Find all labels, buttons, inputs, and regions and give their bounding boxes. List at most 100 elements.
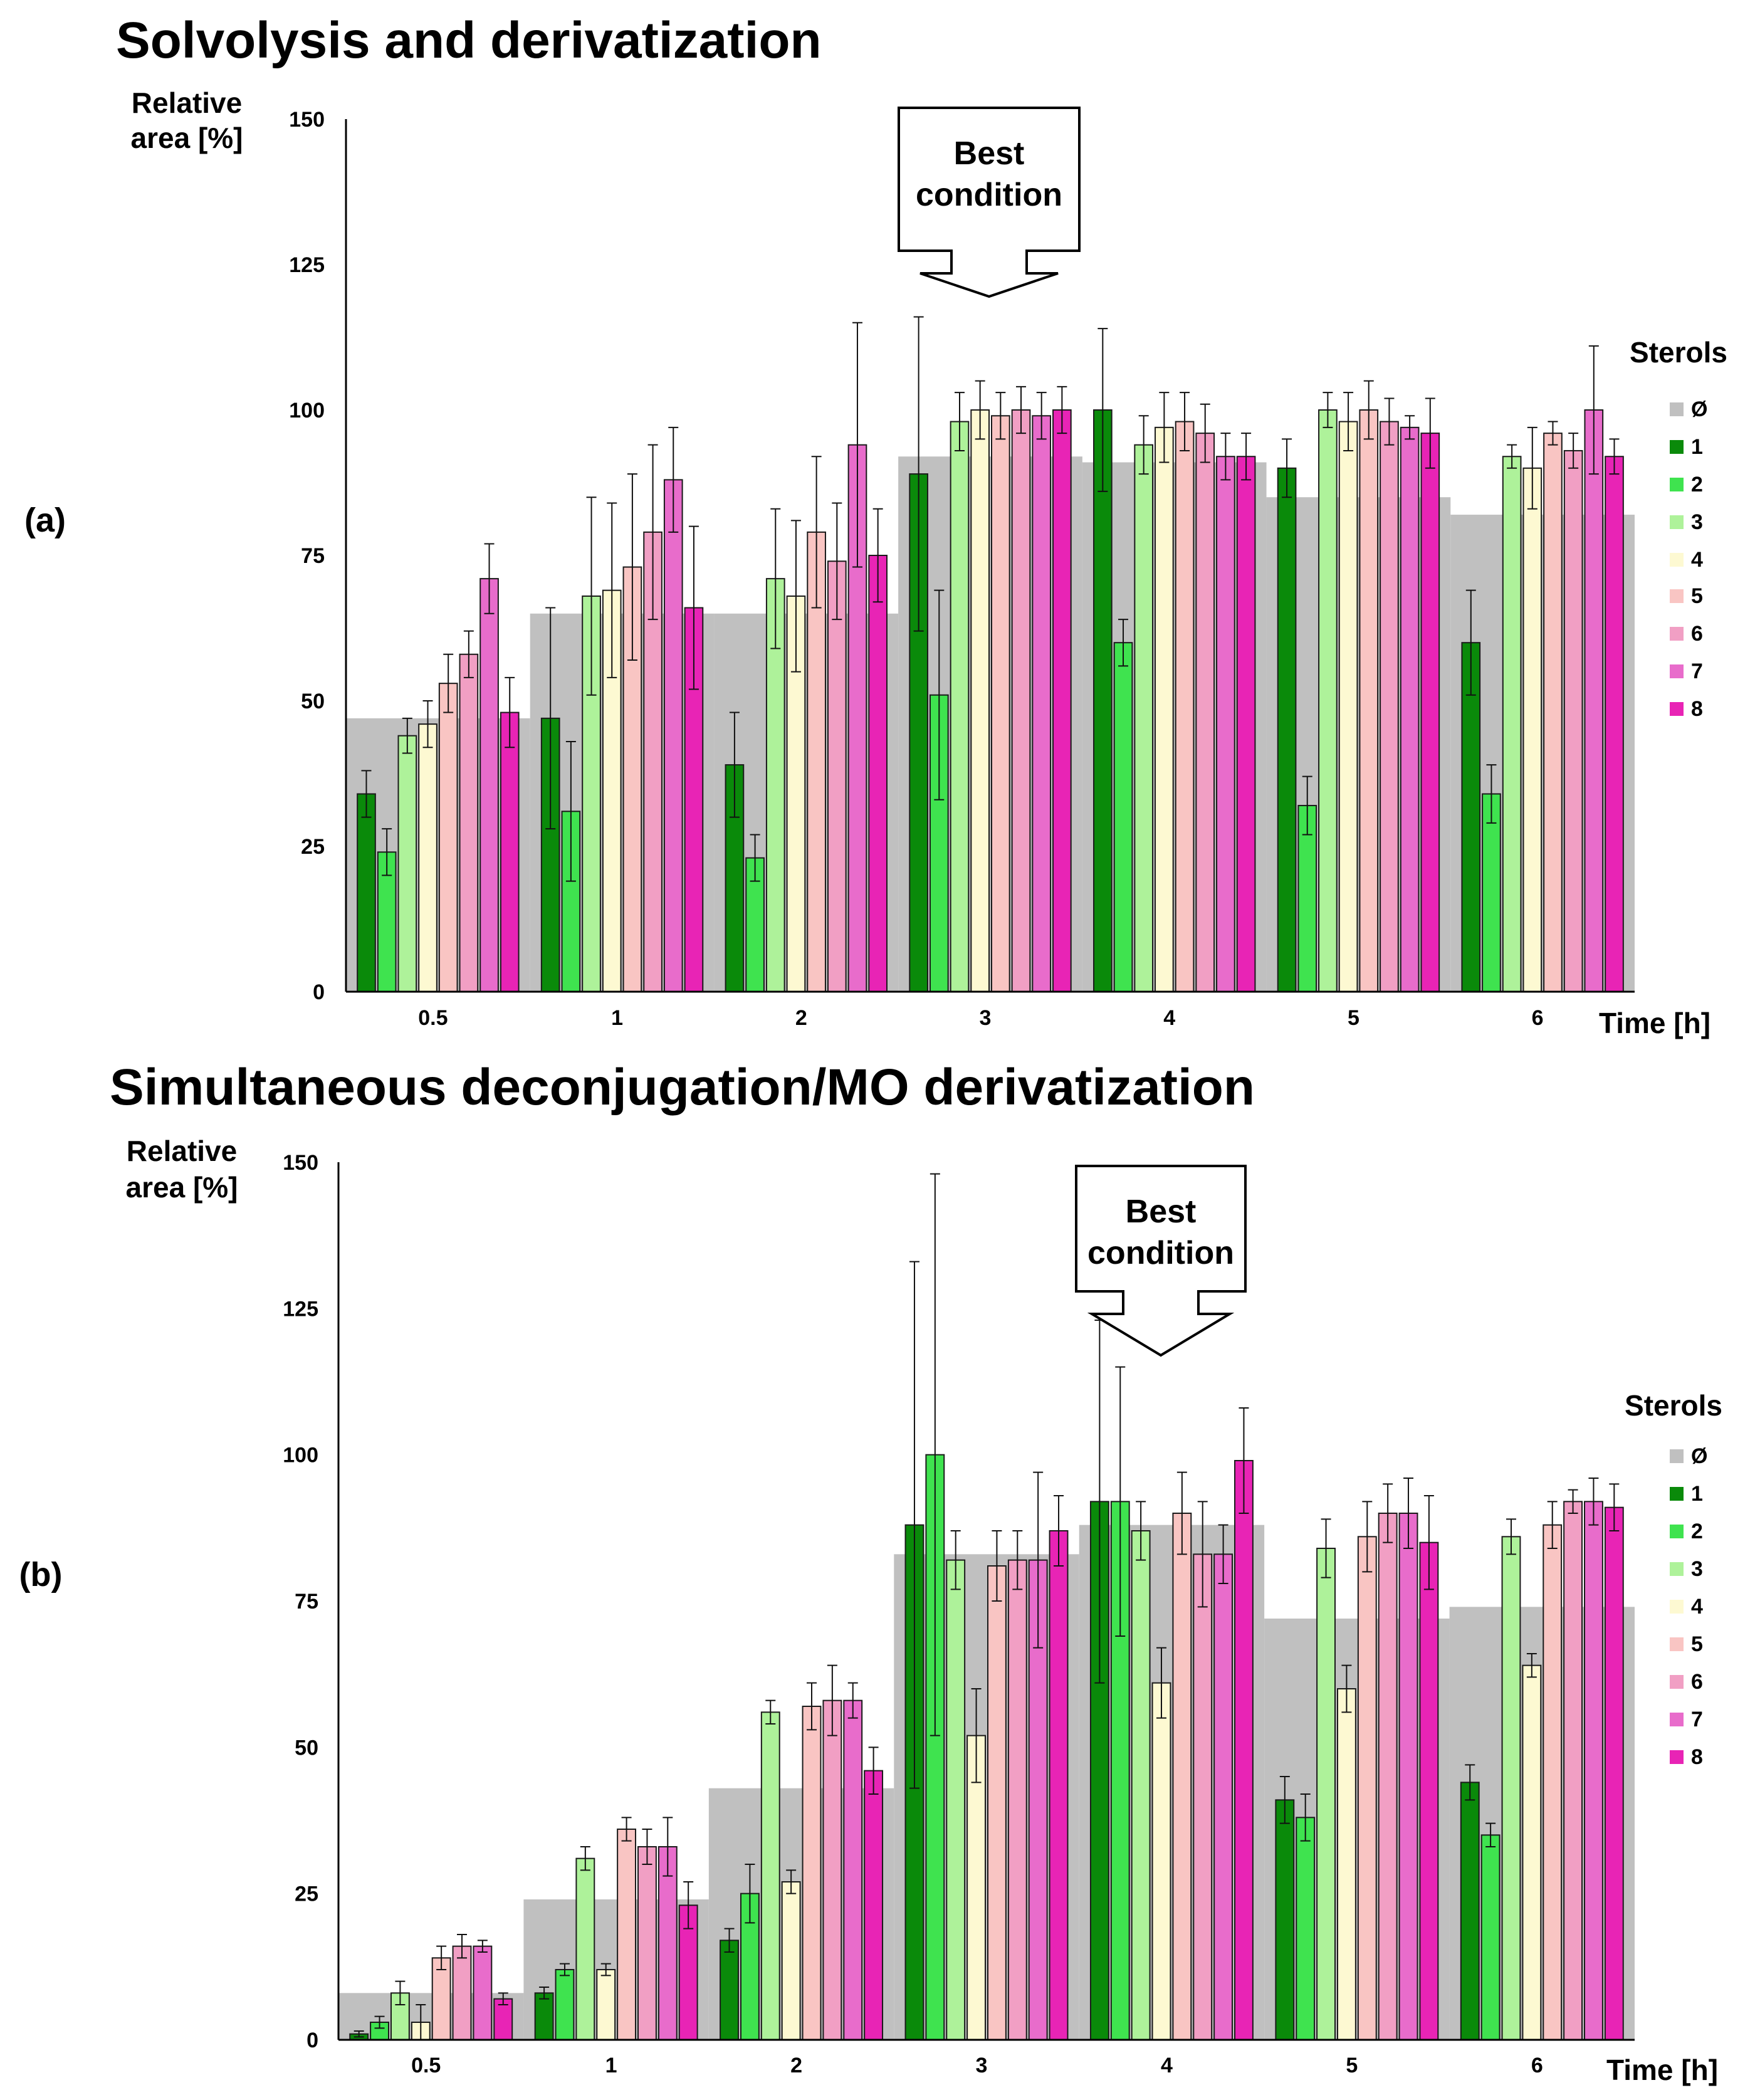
bar-sterol-7-t1 — [663, 479, 683, 992]
error-bar-sterol-5-t5 — [1362, 1501, 1373, 1573]
legend-label: 2 — [1691, 1520, 1703, 1543]
error-bar-sterol-4-t5 — [1343, 392, 1354, 451]
error-bar-sterol-3-t0.5 — [402, 717, 412, 754]
legend-label: Ø — [1691, 397, 1707, 421]
error-bar-sterol-8-t5 — [1423, 1495, 1434, 1590]
bar-sterol-8-t0.5 — [493, 1998, 513, 2041]
error-bar-sterol-3-t1 — [586, 496, 597, 696]
y-tick-label: 50 — [295, 1736, 318, 1760]
error-bar-sterol-5-t5 — [1363, 380, 1374, 440]
y-tick-label: 0 — [306, 2029, 318, 2052]
y-tick-label: 50 — [301, 690, 325, 713]
bar-sterol-8-t2 — [868, 555, 888, 992]
bar-sterol-6-t3 — [1011, 409, 1031, 992]
legend-label: 7 — [1691, 659, 1703, 683]
background-bar-4 — [1079, 1525, 1265, 2040]
legend-swatch — [1670, 1675, 1684, 1689]
bar-sterol-7-t4 — [1216, 456, 1235, 992]
best-condition-arrow — [898, 107, 1081, 298]
legend-swatch — [1670, 1487, 1684, 1501]
error-bar-sterol-1-t2 — [729, 711, 740, 818]
best-condition-arrow — [1075, 1165, 1247, 1357]
legend-item-6: 6 — [1670, 622, 1703, 646]
error-bar-sterol-7-t5 — [1405, 415, 1415, 440]
legend-swatch — [1670, 440, 1684, 454]
error-bar-sterol-6-t0.5 — [463, 630, 474, 678]
bar-sterol-3-t0.5 — [397, 735, 417, 993]
bar-sterol-7-t4 — [1213, 1553, 1234, 2040]
error-bar-sterol-4-t6 — [1526, 1653, 1537, 1678]
bar-sterol-6-t6 — [1563, 449, 1583, 992]
error-bar-sterol-6-t2 — [832, 502, 842, 621]
error-bar-sterol-7-t1 — [663, 1817, 673, 1877]
error-bar-sterol-8-t0.5 — [505, 676, 515, 748]
legend-label: Ø — [1691, 1444, 1707, 1468]
error-bar-sterol-2-t6 — [1485, 1822, 1496, 1847]
error-bar-sterol-6-t5 — [1384, 397, 1395, 446]
panel-b-legend-title: Sterols — [1625, 1389, 1722, 1422]
bar-sterol-1-t6 — [1460, 1782, 1480, 2040]
legend-swatch — [1670, 589, 1684, 603]
error-bar-sterol-1-t6 — [1465, 589, 1476, 696]
legend-swatch — [1670, 1562, 1684, 1576]
legend-item-4: 4 — [1670, 548, 1703, 572]
error-bar-sterol-2-t3 — [934, 589, 945, 801]
bar-sterol-8-t5 — [1420, 433, 1440, 992]
error-bar-sterol-3-t3 — [950, 1530, 961, 1590]
y-tick-label: 25 — [295, 1882, 318, 1906]
error-bar-sterol-8-t2 — [872, 508, 883, 603]
bar-sterol-6-t5 — [1378, 1513, 1398, 2040]
error-bar-sterol-3-t3 — [954, 392, 965, 451]
bar-sterol-7-t1 — [657, 1846, 678, 2040]
bar-sterol-2-t1 — [555, 1969, 575, 2040]
legend-item-7: 7 — [1670, 1708, 1703, 1731]
error-bar-sterol-7-t0.5 — [484, 543, 495, 614]
legend-item-5: 5 — [1670, 584, 1703, 608]
bar-sterol-8-t2 — [864, 1770, 884, 2041]
error-bar-sterol-8-t1 — [683, 1881, 694, 1929]
background-bar-6 — [1450, 515, 1635, 992]
bar-sterol-3-t3 — [946, 1559, 966, 2041]
error-bar-sterol-4-t6 — [1527, 426, 1537, 510]
bar-sterol-4-t4 — [1151, 1682, 1171, 2041]
error-bar-sterol-1-t5 — [1279, 1776, 1290, 1824]
error-bar-sterol-5-t6 — [1548, 421, 1558, 446]
bar-sterol-8-t5 — [1419, 1541, 1439, 2041]
error-bar-sterol-4-t4 — [1156, 1647, 1166, 1719]
error-bar-sterol-5-t4 — [1176, 1471, 1187, 1555]
panel-b-title: Simultaneous deconjugation/MO derivatiza… — [110, 1059, 1255, 1116]
error-bar-sterol-2-t3 — [930, 1173, 940, 1736]
x-tick-label: 2 — [790, 2054, 802, 2077]
best-condition-text: Best — [954, 135, 1025, 172]
bar-sterol-4-t6 — [1522, 1664, 1542, 2041]
error-bar-sterol-7-t6 — [1588, 1478, 1599, 1526]
error-bar-sterol-1-t2 — [724, 1928, 735, 1953]
x-tick-label: 0.5 — [418, 1006, 448, 1030]
error-bar-sterol-3-t4 — [1138, 415, 1149, 475]
bar-sterol-4-t3 — [966, 1735, 986, 2041]
legend-item-8: 8 — [1670, 1745, 1703, 1769]
legend-label: 8 — [1691, 1745, 1703, 1769]
error-bar-sterol-8-t0.5 — [498, 1992, 508, 2005]
bar-sterol-4-t5 — [1338, 421, 1358, 992]
error-bar-sterol-5-t1 — [621, 1817, 632, 1842]
panel-b-plot: 0 25 50 75 100 125 150 0.5 1 2 3 4 5 6 Ø 1 2 3 4 5 6 7 8 Best co… — [283, 1151, 1707, 2077]
error-bar-sterol-5-t2 — [807, 1682, 817, 1731]
error-bar-sterol-2-t1 — [559, 1963, 570, 1977]
bar-sterol-3-t5 — [1318, 409, 1338, 992]
bar-sterol-8-t3 — [1049, 1530, 1069, 2040]
error-bar-sterol-8-t3 — [1054, 1495, 1064, 1567]
error-bar-sterol-6-t4 — [1197, 1501, 1208, 1608]
error-bar-sterol-7-t3 — [1036, 392, 1047, 440]
y-tick-label: 75 — [295, 1590, 318, 1614]
best-condition-text: condition — [1087, 1235, 1234, 1271]
error-bar-sterol-2-t5 — [1300, 1793, 1311, 1842]
error-bar-sterol-6-t4 — [1200, 403, 1210, 463]
bar-sterol-7-t6 — [1584, 409, 1604, 992]
error-bar-sterol-4-t3 — [971, 1688, 982, 1783]
bar-sterol-5-t3 — [991, 415, 1010, 992]
error-bar-sterol-4-t3 — [975, 380, 985, 440]
bar-sterol-1-t5 — [1277, 467, 1297, 992]
legend-item-2: 2 — [1670, 473, 1703, 496]
